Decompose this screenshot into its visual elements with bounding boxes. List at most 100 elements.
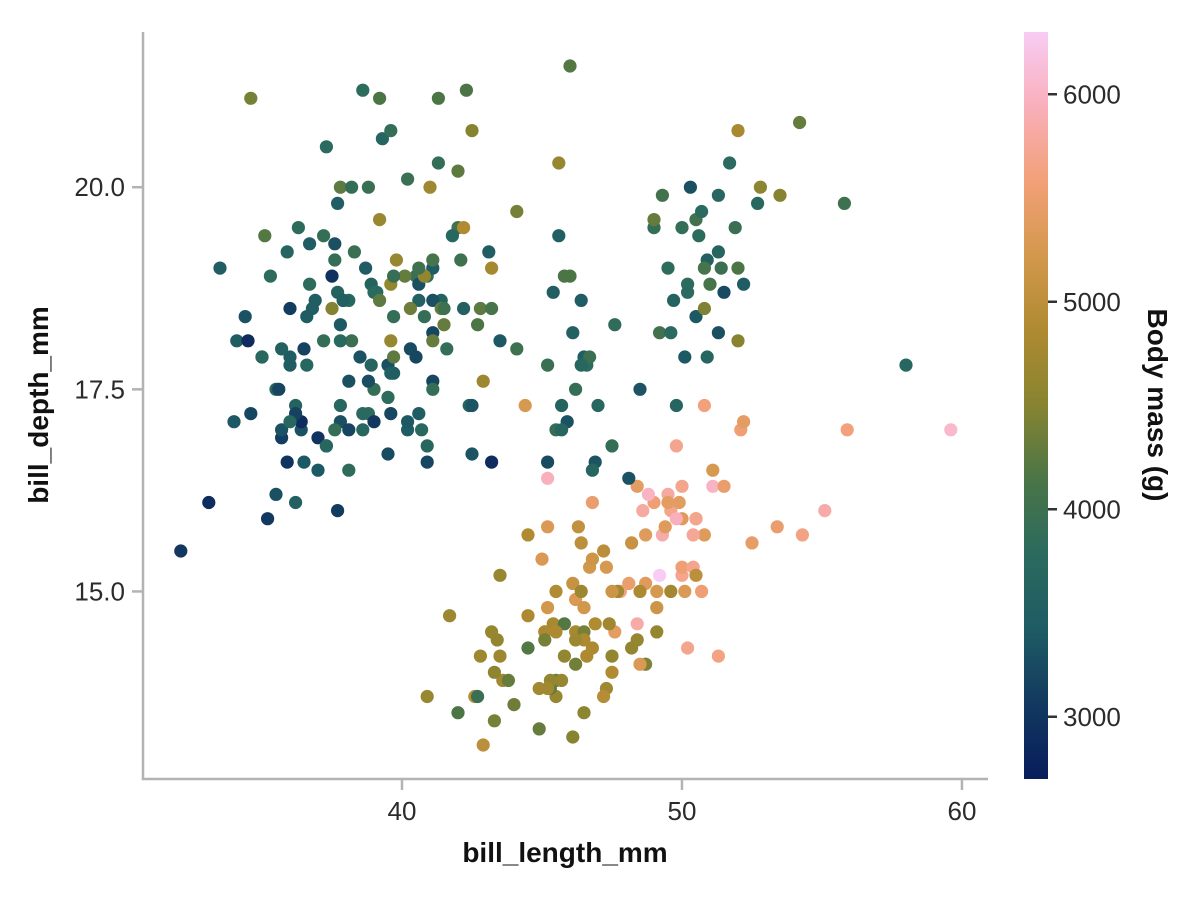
data-point xyxy=(342,374,356,388)
data-point xyxy=(431,91,445,105)
data-point xyxy=(476,738,490,752)
data-point xyxy=(361,374,375,388)
data-point xyxy=(333,318,347,332)
data-point xyxy=(669,512,684,526)
data-point xyxy=(751,196,765,210)
data-point xyxy=(440,342,454,356)
data-point xyxy=(661,495,675,510)
data-point xyxy=(426,253,440,267)
data-point xyxy=(622,576,636,591)
data-point xyxy=(605,665,619,679)
data-point xyxy=(532,681,546,696)
data-point xyxy=(457,221,471,235)
data-point xyxy=(563,59,577,73)
data-point xyxy=(583,350,597,364)
data-point xyxy=(675,479,689,493)
data-point xyxy=(420,439,434,453)
data-point xyxy=(482,245,496,259)
data-point xyxy=(577,706,591,720)
data-point xyxy=(493,568,507,582)
data-point xyxy=(711,188,726,202)
data-point xyxy=(538,633,552,647)
data-point xyxy=(328,253,342,267)
data-point xyxy=(555,673,569,688)
data-point xyxy=(431,156,445,170)
data-point xyxy=(597,544,611,558)
data-point xyxy=(541,455,555,469)
data-point xyxy=(597,689,611,704)
data-point xyxy=(465,398,479,413)
data-point xyxy=(574,536,588,550)
data-point xyxy=(541,601,555,615)
data-point xyxy=(711,649,726,663)
data-point xyxy=(403,301,417,316)
data-point xyxy=(387,269,401,283)
data-point xyxy=(356,83,370,97)
data-point xyxy=(412,293,426,307)
axes-layer: 40 50 60 15.0 17.5 20.0 xyxy=(74,32,988,826)
data-point xyxy=(291,221,305,235)
data-point xyxy=(283,358,297,372)
x-axis-title: bill_length_mm xyxy=(462,837,667,868)
data-point xyxy=(697,398,712,413)
data-point xyxy=(412,407,426,421)
data-point xyxy=(423,180,437,194)
data-point xyxy=(552,156,566,170)
y-axis-title: bill_depth_mm xyxy=(23,306,54,504)
data-point xyxy=(420,455,434,469)
data-point xyxy=(465,124,479,138)
y-tick-label: 20.0 xyxy=(74,172,125,202)
data-point xyxy=(793,115,807,130)
colorbar-tick-label: 6000 xyxy=(1063,79,1121,109)
data-point xyxy=(317,334,331,348)
data-point xyxy=(569,633,583,647)
data-point xyxy=(599,560,614,574)
data-point xyxy=(588,617,602,631)
data-point xyxy=(574,584,588,599)
data-point xyxy=(345,180,359,194)
data-point xyxy=(381,447,395,461)
data-point xyxy=(695,204,709,219)
data-point xyxy=(356,423,370,437)
data-point xyxy=(899,358,913,372)
colorbar-legend: 3000 4000 5000 6000 Body mass (g) xyxy=(1024,32,1173,779)
data-point xyxy=(311,463,325,477)
data-point xyxy=(605,649,619,663)
data-point xyxy=(507,698,521,712)
data-point xyxy=(608,318,622,332)
data-point xyxy=(426,334,440,348)
data-point xyxy=(437,318,451,332)
data-point xyxy=(373,213,387,227)
x-tick-label: 50 xyxy=(668,796,697,826)
data-point xyxy=(333,180,347,194)
data-point xyxy=(602,617,616,631)
data-point xyxy=(669,398,684,413)
data-point xyxy=(389,253,403,267)
data-point xyxy=(384,334,398,348)
data-point xyxy=(625,536,639,550)
data-point xyxy=(557,617,572,631)
data-point xyxy=(566,326,580,340)
data-point xyxy=(569,657,583,671)
data-point xyxy=(706,463,720,477)
data-point xyxy=(737,415,751,429)
data-point xyxy=(678,350,692,364)
data-point xyxy=(566,576,580,591)
data-point xyxy=(549,625,563,639)
data-point xyxy=(678,584,692,599)
data-point xyxy=(289,495,303,510)
data-point xyxy=(275,423,289,437)
data-point xyxy=(675,221,689,235)
data-point xyxy=(437,301,451,316)
data-point xyxy=(706,479,720,493)
data-point xyxy=(487,714,501,728)
data-point xyxy=(244,407,258,421)
data-point xyxy=(773,188,787,202)
data-point xyxy=(283,415,297,429)
data-point xyxy=(333,334,347,348)
data-point xyxy=(454,253,468,267)
data-point xyxy=(549,584,563,599)
data-point xyxy=(311,431,325,445)
colorbar-gradient xyxy=(1024,32,1048,779)
data-point xyxy=(261,512,275,526)
